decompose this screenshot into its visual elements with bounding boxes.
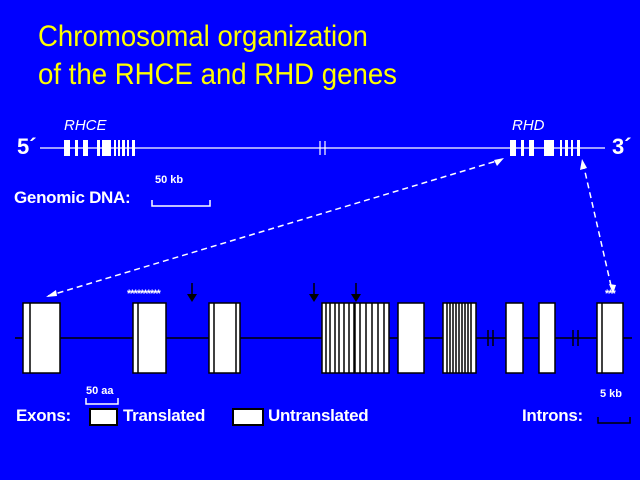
kb-scale-label: 5 kb bbox=[600, 388, 623, 400]
translated-swatch bbox=[89, 408, 118, 426]
exon-1 bbox=[22, 302, 61, 374]
translated-label: Translated bbox=[123, 406, 206, 425]
exon-4 bbox=[321, 302, 355, 374]
aa-scale-bar bbox=[85, 398, 119, 405]
stars-right: *** bbox=[605, 288, 616, 300]
exons-label: Exons: bbox=[16, 406, 71, 425]
kb-scale-bar bbox=[597, 417, 631, 424]
down-arrow-3 bbox=[351, 283, 361, 302]
zoom-arrowheads bbox=[46, 158, 616, 297]
genomic-dna-label: Genomic DNA: bbox=[14, 188, 131, 207]
title-line-2: of the RHCE and RHD genes bbox=[38, 58, 397, 91]
exon-8 bbox=[505, 302, 524, 374]
genomic-scale-bar bbox=[151, 200, 211, 207]
introns-label: Introns: bbox=[522, 406, 583, 425]
exon-3 bbox=[208, 302, 241, 374]
exon-7 bbox=[442, 302, 477, 374]
three-prime-label: 3´ bbox=[612, 134, 632, 159]
zoom-dashed-lines bbox=[47, 159, 613, 297]
exon-9 bbox=[538, 302, 556, 374]
untranslated-swatch bbox=[232, 408, 264, 426]
stars-left: ********** bbox=[127, 288, 161, 300]
rhd-label: RHD bbox=[512, 117, 545, 134]
aa-scale-label: 50 aa bbox=[86, 385, 114, 397]
exon-2 bbox=[132, 302, 167, 374]
rhce-label: RHCE bbox=[64, 117, 107, 134]
exon-10 bbox=[596, 302, 624, 374]
five-prime-label: 5´ bbox=[17, 134, 37, 159]
exon-5 bbox=[354, 302, 390, 374]
rhd-exon-cluster bbox=[510, 140, 580, 156]
genomic-scale-label: 50 kb bbox=[155, 174, 184, 186]
exon-boxes bbox=[22, 302, 624, 374]
title-line-1: Chromosomal organization bbox=[38, 20, 368, 53]
down-arrow-1 bbox=[187, 283, 197, 302]
exon-6 bbox=[397, 302, 425, 374]
rhce-exon-cluster bbox=[64, 140, 135, 156]
untranslated-label: Untranslated bbox=[268, 406, 369, 425]
down-arrow-2 bbox=[309, 283, 319, 302]
